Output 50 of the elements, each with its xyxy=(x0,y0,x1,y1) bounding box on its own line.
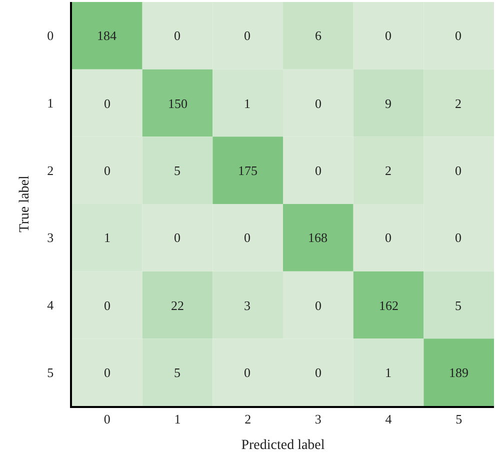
data-label: 0 xyxy=(244,28,250,43)
data-label: 184 xyxy=(97,28,117,43)
data-label: 0 xyxy=(244,230,250,245)
data-label: 2 xyxy=(385,163,392,178)
data-label: 175 xyxy=(238,163,258,178)
data-label: 0 xyxy=(315,298,322,313)
data-label: 189 xyxy=(449,365,468,380)
y-tick-label: 1 xyxy=(47,96,54,111)
data-label: 0 xyxy=(104,96,110,111)
data-label: 5 xyxy=(455,298,462,313)
x-tick-label: 3 xyxy=(314,411,322,426)
data-label: 9 xyxy=(385,96,392,111)
data-label: 0 xyxy=(174,28,180,43)
x-tick-label: 2 xyxy=(244,411,252,426)
data-label: 1 xyxy=(104,230,110,245)
x-tick-label: 4 xyxy=(385,411,392,426)
data-label: 6 xyxy=(315,28,322,43)
y-axis-title: True label xyxy=(17,176,32,232)
x-tick-label: 5 xyxy=(456,411,462,426)
y-tick-label: 5 xyxy=(47,364,54,380)
y-tick-label: 2 xyxy=(47,162,54,178)
y-tick-label: 4 xyxy=(47,298,54,313)
data-label: 0 xyxy=(174,230,180,245)
data-label: 0 xyxy=(315,96,322,111)
x-tick-label: 1 xyxy=(174,411,181,426)
data-label: 0 xyxy=(455,163,462,178)
data-label: 0 xyxy=(455,28,462,43)
data-label: 0 xyxy=(385,28,392,43)
data-label: 5 xyxy=(174,163,180,178)
x-axis-title: Predicted label xyxy=(241,438,325,453)
data-label: 168 xyxy=(308,230,328,245)
data-label: 1 xyxy=(385,365,392,380)
data-label: 1 xyxy=(244,96,250,111)
data-label: 0 xyxy=(104,298,110,313)
data-label: 3 xyxy=(244,298,250,313)
x-tick-label: 0 xyxy=(104,411,110,426)
data-label: 0 xyxy=(104,365,110,380)
data-label: 0 xyxy=(315,163,322,178)
data-label: 150 xyxy=(168,96,188,111)
data-label: 22 xyxy=(171,298,184,313)
data-label: 0 xyxy=(315,365,322,380)
data-label: 0 xyxy=(104,163,110,178)
data-label: 0 xyxy=(455,230,462,245)
y-tick-label: 3 xyxy=(47,230,54,246)
data-label: 5 xyxy=(174,365,180,380)
data-label: 0 xyxy=(244,365,250,380)
y-tick-label: 0 xyxy=(47,28,54,44)
data-label: 0 xyxy=(385,230,392,245)
data-label: 162 xyxy=(379,298,398,313)
data-label: 2 xyxy=(455,96,462,111)
